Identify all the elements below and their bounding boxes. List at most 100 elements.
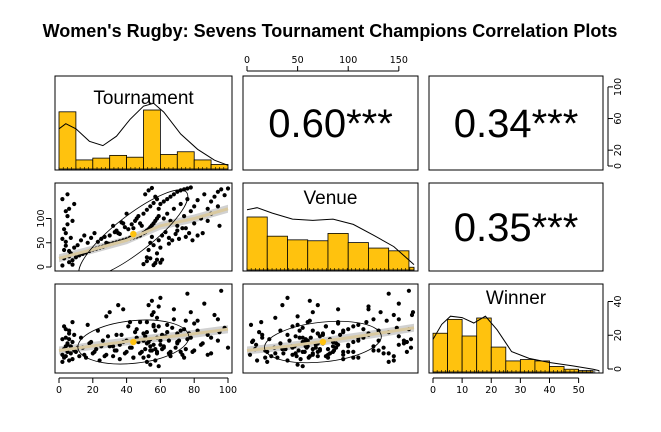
data-point [70, 339, 75, 345]
data-point [116, 303, 121, 308]
tick-label: 0 [36, 264, 47, 270]
data-point [165, 322, 170, 327]
data-point [158, 245, 163, 250]
data-point [215, 204, 220, 209]
data-point [117, 357, 122, 362]
data-point [209, 199, 214, 204]
loess-line [58, 327, 229, 352]
data-point [168, 194, 173, 199]
data-point [165, 330, 170, 335]
data-point [259, 320, 264, 325]
histogram-bar [534, 360, 550, 373]
data-point [70, 262, 75, 267]
data-point [195, 318, 200, 323]
data-point [408, 345, 414, 350]
data-point [391, 358, 396, 363]
data-point [310, 310, 315, 315]
data-point [60, 263, 65, 268]
data-point [70, 218, 75, 223]
data-point [70, 320, 75, 325]
data-point [148, 348, 153, 353]
loess-line [246, 326, 415, 352]
data-point [366, 307, 371, 312]
data-point [63, 354, 68, 359]
data-point [346, 349, 351, 354]
tick-label: 0 [613, 163, 624, 169]
data-point [300, 325, 305, 330]
scatter-panel-tournament-winner [58, 288, 231, 369]
data-point [62, 227, 67, 232]
data-point [78, 238, 84, 243]
chart-title: Women's Rugby: Sevens Tournament Champio… [43, 21, 618, 41]
data-point [161, 216, 166, 221]
data-point [111, 344, 116, 349]
data-point [72, 201, 77, 207]
data-point [148, 204, 153, 209]
tick-label: 40 [613, 295, 624, 307]
variable-label-winner: Winner [486, 288, 547, 309]
data-point [153, 328, 158, 333]
data-point [153, 347, 158, 352]
data-point [247, 352, 253, 357]
data-point [341, 352, 346, 357]
data-point [317, 348, 322, 353]
data-point [346, 327, 351, 332]
data-point [183, 347, 188, 352]
data-point [209, 351, 214, 356]
tick-label: 60 [613, 112, 624, 124]
data-point [346, 342, 351, 347]
data-point [144, 259, 149, 264]
data-point [107, 310, 112, 315]
data-point [158, 295, 163, 300]
data-point [351, 324, 356, 329]
data-point [285, 332, 290, 337]
data-point [356, 322, 361, 327]
data-point [183, 318, 188, 323]
tick-label: 0 [430, 385, 436, 396]
scatter-panel-tournament-venue [58, 185, 231, 271]
data-point [219, 187, 224, 192]
data-point [396, 317, 401, 322]
data-point [341, 330, 346, 335]
data-point [138, 320, 143, 325]
variable-label-venue: Venue [304, 188, 358, 209]
loess-line [58, 207, 229, 260]
data-point [175, 228, 180, 233]
data-point [310, 328, 315, 333]
data-point [63, 209, 68, 214]
data-point [144, 207, 149, 212]
data-point [265, 359, 270, 364]
data-point [180, 226, 185, 231]
data-point [386, 351, 391, 356]
data-point [188, 209, 193, 214]
scatter-content [58, 185, 231, 271]
data-point [185, 291, 190, 296]
data-point [384, 318, 389, 323]
histogram-bar [447, 318, 463, 373]
data-point [146, 247, 151, 253]
histogram-bar [327, 233, 349, 271]
data-point [381, 351, 386, 356]
data-point [166, 338, 171, 343]
data-point [251, 338, 256, 343]
data-point [285, 358, 290, 363]
data-point [195, 198, 200, 203]
data-point [72, 332, 77, 337]
data-point [308, 335, 313, 340]
centroid-point [130, 230, 137, 238]
data-point [190, 349, 195, 354]
data-point [285, 295, 290, 300]
histogram-tournament [58, 102, 229, 170]
data-point [176, 338, 182, 343]
data-point [67, 260, 72, 265]
data-point [313, 345, 318, 350]
data-point [307, 354, 312, 359]
data-point [144, 255, 149, 260]
data-point [209, 335, 214, 340]
data-point [104, 314, 109, 319]
data-point [371, 348, 376, 353]
data-point [248, 322, 254, 327]
data-point [171, 307, 176, 312]
data-point [67, 358, 72, 363]
data-point [60, 197, 65, 202]
